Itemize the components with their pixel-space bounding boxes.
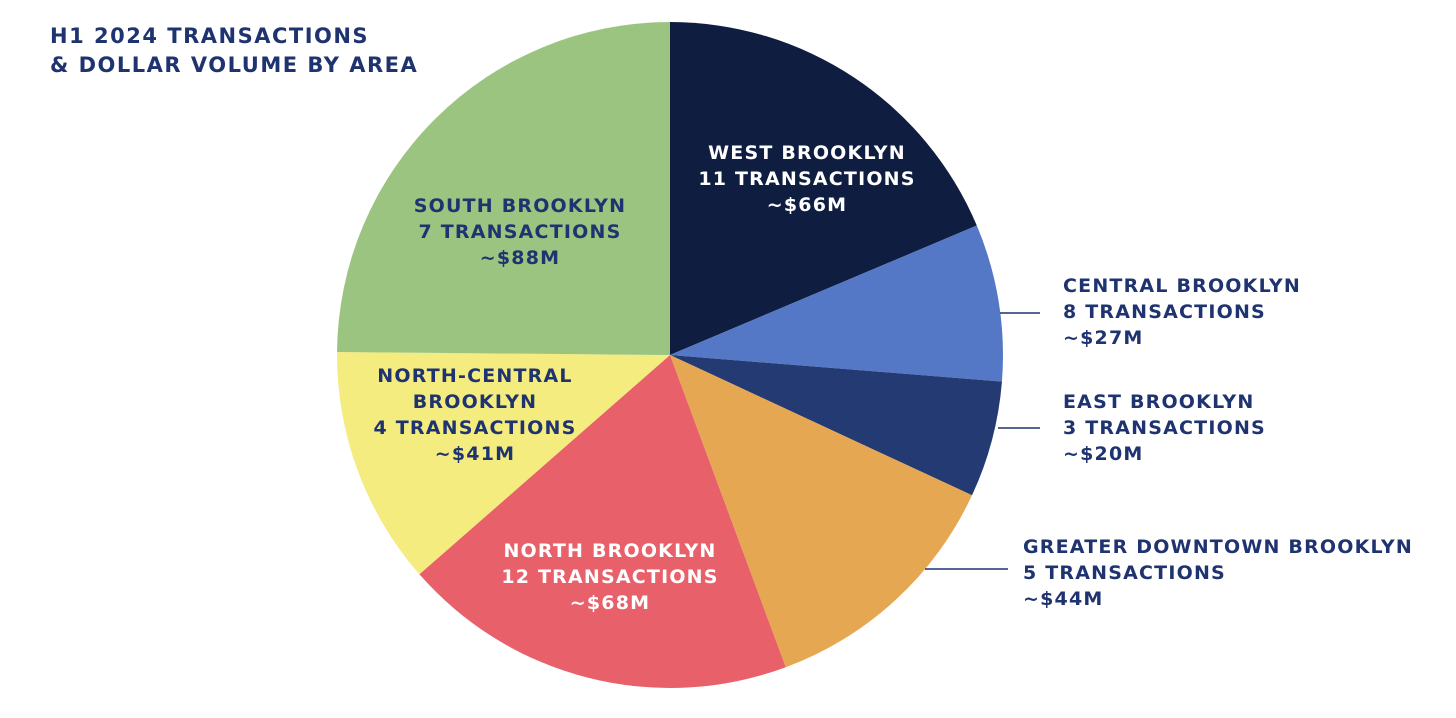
value-label: ~$68M	[569, 592, 651, 614]
transaction-label: 12 TRANSACTIONS	[501, 566, 719, 588]
slice-label: NORTH-CENTRAL BROOKLYN 4 TRANSACTIONS ~$41…	[368, 363, 583, 467]
category-label: NORTH-CENTRAL BROOKLYN	[377, 365, 573, 413]
category-label: SOUTH BROOKLYN	[413, 195, 627, 217]
value-label: ~$27M	[1063, 327, 1144, 349]
transaction-label: 4 TRANSACTIONS	[373, 417, 577, 439]
category-label: EAST BROOKLYN	[1063, 391, 1255, 413]
transaction-label: 11 TRANSACTIONS	[698, 168, 916, 190]
slice-label: GREATER DOWNTOWN BROOKLYN 5 TRANSACTIONS ~…	[1023, 534, 1413, 612]
pie-slice	[670, 22, 977, 355]
transaction-label: 5 TRANSACTIONS	[1023, 562, 1226, 584]
slice-label: EAST BROOKLYN 3 TRANSACTIONS ~$20M	[1063, 389, 1266, 467]
value-label: ~$66M	[766, 194, 848, 216]
value-label: ~$44M	[1023, 588, 1104, 610]
transaction-label: 8 TRANSACTIONS	[1063, 301, 1266, 323]
pie-slice	[419, 355, 786, 688]
chart-title: H1 2024 TRANSACTIONS & DOLLAR VOLUME BY …	[50, 22, 418, 80]
pie-slice	[670, 355, 973, 668]
pie-slice	[670, 355, 1002, 496]
slice-label: SOUTH BROOKLYN 7 TRANSACTIONS ~$88M	[414, 193, 627, 271]
category-label: NORTH BROOKLYN	[503, 540, 717, 562]
value-label: ~$41M	[434, 443, 516, 465]
transaction-label: 3 TRANSACTIONS	[1063, 417, 1266, 439]
category-label: GREATER DOWNTOWN BROOKLYN	[1023, 536, 1413, 558]
category-label: CENTRAL BROOKLYN	[1063, 275, 1301, 297]
transaction-label: 7 TRANSACTIONS	[418, 221, 622, 243]
pie-slice	[670, 225, 1004, 382]
value-label: ~$20M	[1063, 443, 1144, 465]
category-label: WEST BROOKLYN	[708, 142, 906, 164]
value-label: ~$88M	[479, 247, 561, 269]
slice-label: WEST BROOKLYN 11 TRANSACTIONS ~$66M	[698, 140, 915, 218]
pie-slice	[337, 352, 670, 575]
slice-label: CENTRAL BROOKLYN 8 TRANSACTIONS ~$27M	[1063, 273, 1301, 351]
title-line: & DOLLAR VOLUME BY AREA	[50, 53, 419, 77]
slice-label: NORTH BROOKLYN 12 TRANSACTIONS ~$68M	[501, 538, 718, 616]
title-line: H1 2024 TRANSACTIONS	[50, 24, 370, 48]
pie-slice	[337, 22, 670, 355]
